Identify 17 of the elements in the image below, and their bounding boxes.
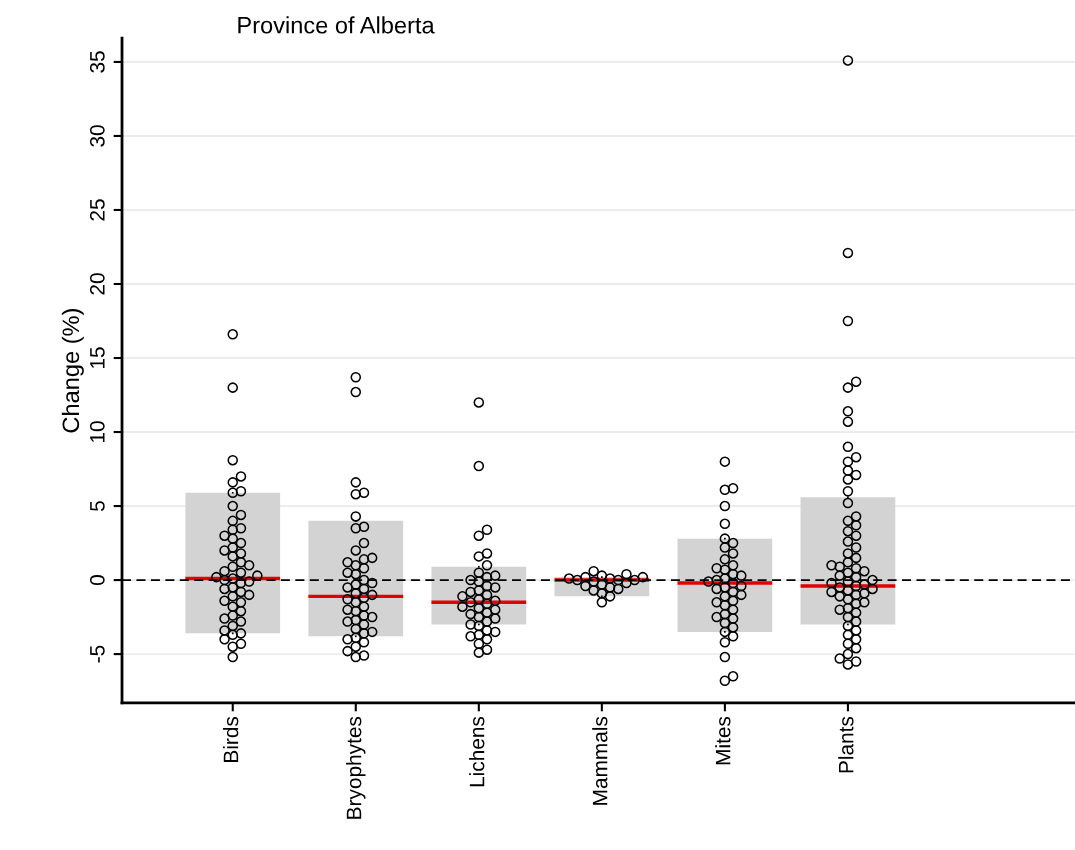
y-tick-label: 30	[89, 125, 105, 147]
y-tick-label: 5	[90, 501, 105, 512]
y-tick-label: 20	[89, 273, 105, 295]
y-tick-label: 0	[89, 575, 105, 586]
x-tick-label: Bryophytes	[346, 716, 366, 819]
x-tick-label: Mites	[715, 716, 731, 765]
x-tick-label: Mammals	[592, 716, 608, 805]
y-tick-label: 15	[90, 347, 105, 369]
y-tick-label: -5	[90, 645, 105, 663]
x-tick-label: Plants	[838, 716, 854, 773]
x-tick-label: Birds	[223, 716, 239, 762]
x-tick-label: Lichens	[469, 716, 485, 787]
y-tick-label: 10	[89, 421, 105, 443]
y-tick-label: 25	[89, 199, 105, 221]
chart-title: Province of Alberta	[238, 16, 435, 34]
y-tick-label: 35	[89, 51, 105, 73]
y-axis-title: Change (%)	[61, 309, 84, 433]
